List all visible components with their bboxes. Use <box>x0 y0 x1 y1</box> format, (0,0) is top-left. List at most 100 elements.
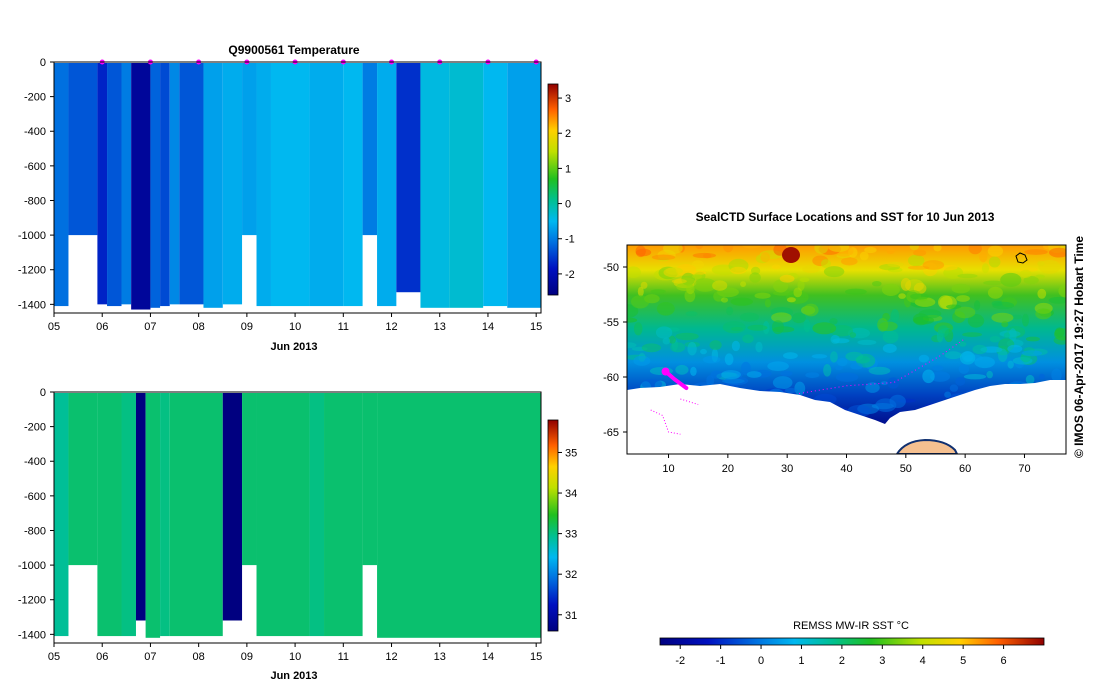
sst-patch <box>670 342 686 353</box>
sst-patch <box>983 280 1004 286</box>
sst-patch <box>959 341 967 347</box>
sst-patch <box>633 322 643 336</box>
x-tick-label: 06 <box>96 651 108 663</box>
map-latitude-axis: -50 -55 -60 -65 <box>603 262 627 439</box>
sst-colorbar-tick-label: -2 <box>675 655 685 667</box>
sst-patch <box>760 252 771 263</box>
sst-patch <box>723 245 734 253</box>
sst-patch <box>879 321 898 332</box>
sst-colorbar-tick-label: -1 <box>716 655 726 667</box>
sst-patch <box>1020 269 1032 278</box>
profile-column <box>324 393 363 637</box>
salinity-x-label: Jun 2013 <box>270 670 317 682</box>
sst-patch <box>967 314 985 328</box>
sst-patch <box>740 361 751 376</box>
sst-patch <box>956 295 970 302</box>
sst-patch <box>1025 374 1035 385</box>
sst-patch <box>746 371 762 378</box>
lon-tick-label: 60 <box>959 463 971 475</box>
sst-patch <box>908 254 925 267</box>
sst-patch <box>857 339 877 345</box>
sst-colorbar-tick-label: 6 <box>1001 655 1007 667</box>
colorbar-tick-label: 33 <box>565 529 577 541</box>
x-tick-label: 14 <box>482 651 494 663</box>
x-tick-label: 05 <box>48 651 60 663</box>
sst-patch <box>889 394 906 408</box>
sst-patch <box>845 288 867 295</box>
sst-patch <box>792 312 806 324</box>
sst-patch <box>968 245 982 255</box>
sst-patch <box>988 256 1001 268</box>
sst-patch <box>731 340 741 352</box>
y-tick-label: -600 <box>24 161 46 173</box>
sst-patch <box>828 245 850 252</box>
sst-patch <box>823 364 832 377</box>
sst-patch <box>685 311 698 317</box>
profile-column <box>420 63 450 308</box>
sst-patch <box>803 303 819 317</box>
sst-patch <box>811 354 828 359</box>
y-tick-label: 0 <box>40 387 46 399</box>
lat-tick-label: -55 <box>603 317 619 329</box>
sst-patch <box>641 379 663 389</box>
sst-patch <box>974 300 981 311</box>
x-tick-label: 09 <box>241 321 253 333</box>
sst-colorbar-tick-label: 0 <box>758 655 764 667</box>
sst-patch <box>812 322 837 335</box>
sst-patch <box>779 274 795 283</box>
profile-column <box>483 63 508 307</box>
x-tick-label: 14 <box>482 321 494 333</box>
sst-patch <box>720 297 729 303</box>
sst-patch <box>987 286 1003 299</box>
lon-tick-label: 40 <box>840 463 852 475</box>
sst-patch <box>712 280 728 291</box>
sst-patch <box>1021 350 1042 357</box>
colorbar-tick-label: 1 <box>565 163 571 175</box>
x-tick-label: 12 <box>385 321 397 333</box>
profile-column <box>179 63 204 305</box>
sst-patch <box>841 257 858 266</box>
sst-patch <box>675 332 699 341</box>
colorbar-tick-label: -1 <box>565 234 575 246</box>
x-tick-label: 13 <box>434 651 446 663</box>
sst-patch <box>740 281 747 287</box>
sst-patch <box>859 251 869 261</box>
sst-patch <box>1011 314 1023 320</box>
sst-patch <box>1000 272 1022 287</box>
sst-patch <box>773 279 789 293</box>
sst-patch <box>837 358 848 367</box>
colorbar-tick-label: 3 <box>565 93 571 105</box>
profile-column <box>169 393 223 637</box>
sst-patch <box>830 351 838 363</box>
sst-patch <box>805 372 820 378</box>
profile-column <box>121 393 136 637</box>
sst-patch <box>739 312 760 322</box>
salinity-profiles <box>54 393 541 638</box>
sst-patch <box>886 247 895 255</box>
sst-patch <box>755 341 763 353</box>
sst-patch <box>830 334 840 344</box>
copyright-note: © IMOS 06-Apr-2017 19:27 Hobart Time <box>1072 236 1086 458</box>
profile-column <box>150 63 161 308</box>
sst-patch <box>913 249 927 257</box>
profile-column <box>507 63 541 308</box>
colorbar-tick-label: 0 <box>565 199 571 211</box>
sst-patch <box>829 318 838 325</box>
seal-track-east <box>798 338 966 394</box>
sst-patch <box>1024 249 1048 255</box>
sst-patch <box>882 343 897 353</box>
sst-patch <box>721 370 741 380</box>
sst-patch <box>764 299 772 308</box>
x-tick-label: 05 <box>48 321 60 333</box>
sst-patch <box>695 245 704 250</box>
sst-patch <box>633 355 651 366</box>
salinity-y-axis: 0 -200 -400 -600 -800 -1000 -1200 -1400 <box>18 387 54 641</box>
y-tick-label: -200 <box>24 422 46 434</box>
profile-column <box>449 63 484 308</box>
sst-patch <box>671 279 687 284</box>
sst-patch <box>823 266 845 278</box>
sst-patch <box>937 325 949 338</box>
colorbar-tick-label: 35 <box>565 447 577 459</box>
colorbar-tick-label: -2 <box>565 269 575 281</box>
profile-column <box>107 63 122 307</box>
